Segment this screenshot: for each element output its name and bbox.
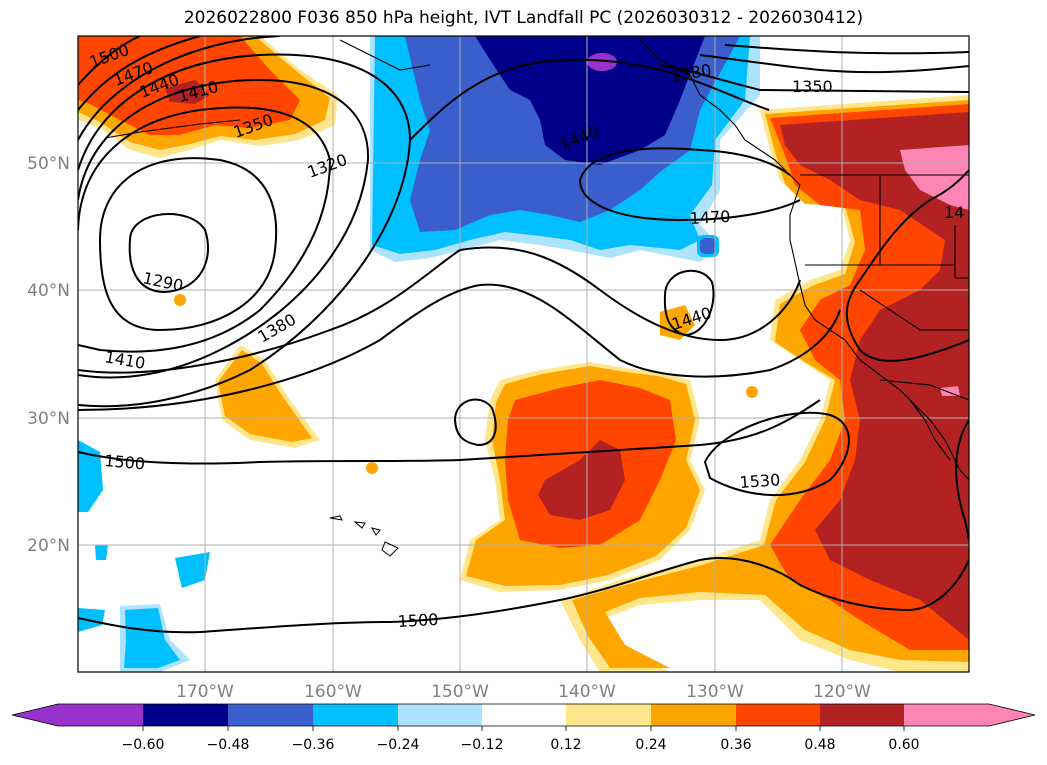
contour-label: 1500 xyxy=(104,451,146,473)
contour-label: 1500 xyxy=(397,610,439,631)
map-frame xyxy=(77,35,970,673)
lat-label: 50°N xyxy=(27,154,70,174)
colorbar-tick: −0.24 xyxy=(377,737,420,753)
map-title: 2026022800 F036 850 hPa height, IVT Land… xyxy=(183,8,864,28)
ivt-pos-east-hotpink xyxy=(900,145,969,210)
ivt-neg-purple xyxy=(587,53,617,71)
coastlines xyxy=(104,39,969,481)
contour-label: 1350 xyxy=(792,77,833,96)
colorbar-tick: −0.12 xyxy=(461,737,504,753)
hawaii-islands xyxy=(329,515,399,557)
gridlines xyxy=(78,36,969,672)
colorbar-tick: −0.48 xyxy=(207,737,250,753)
lat-label: 40°N xyxy=(27,281,70,301)
colorbar-extend-min xyxy=(12,704,58,726)
height-contours xyxy=(78,36,969,634)
colorbar-tick: 0.36 xyxy=(720,737,751,753)
contour-label: 1470 xyxy=(689,207,731,228)
ivt-pos-central-firebrick xyxy=(538,440,625,520)
lat-label: 20°N xyxy=(27,536,70,556)
lon-label: 150°W xyxy=(431,682,489,702)
colorbar: −0.60 −0.48 −0.36 −0.24 −0.12 0.12 0.24 … xyxy=(11,703,1036,753)
colorbar-extend-max xyxy=(989,704,1035,726)
ivt-field: 1500 1470 1440 1410 1350 1320 1290 1380 … xyxy=(78,36,969,672)
contour-label: 14 xyxy=(944,203,964,222)
lon-label: 160°W xyxy=(304,682,362,702)
lon-label: 130°W xyxy=(686,682,744,702)
colorbar-tick: −0.36 xyxy=(292,737,335,753)
lon-label: 120°W xyxy=(813,682,871,702)
colorbar-tick: 0.12 xyxy=(550,737,581,753)
latitude-labels: 50°N 40°N 30°N 20°N xyxy=(27,154,70,556)
colorbar-tick: 0.24 xyxy=(635,737,666,753)
colorbar-tick: 0.48 xyxy=(804,737,835,753)
ivt-neg-navy xyxy=(475,36,705,165)
lat-label: 30°N xyxy=(27,409,70,429)
colorbar-tick: −0.60 xyxy=(122,737,165,753)
ivt-pos-east-firebrick xyxy=(780,112,969,640)
lon-label: 170°W xyxy=(176,682,234,702)
lon-label: 140°W xyxy=(558,682,616,702)
colorbar-tick: 0.60 xyxy=(888,737,919,753)
longitude-labels: 170°W 160°W 150°W 140°W 130°W 120°W xyxy=(176,682,871,702)
contour-label: 1530 xyxy=(739,470,781,492)
